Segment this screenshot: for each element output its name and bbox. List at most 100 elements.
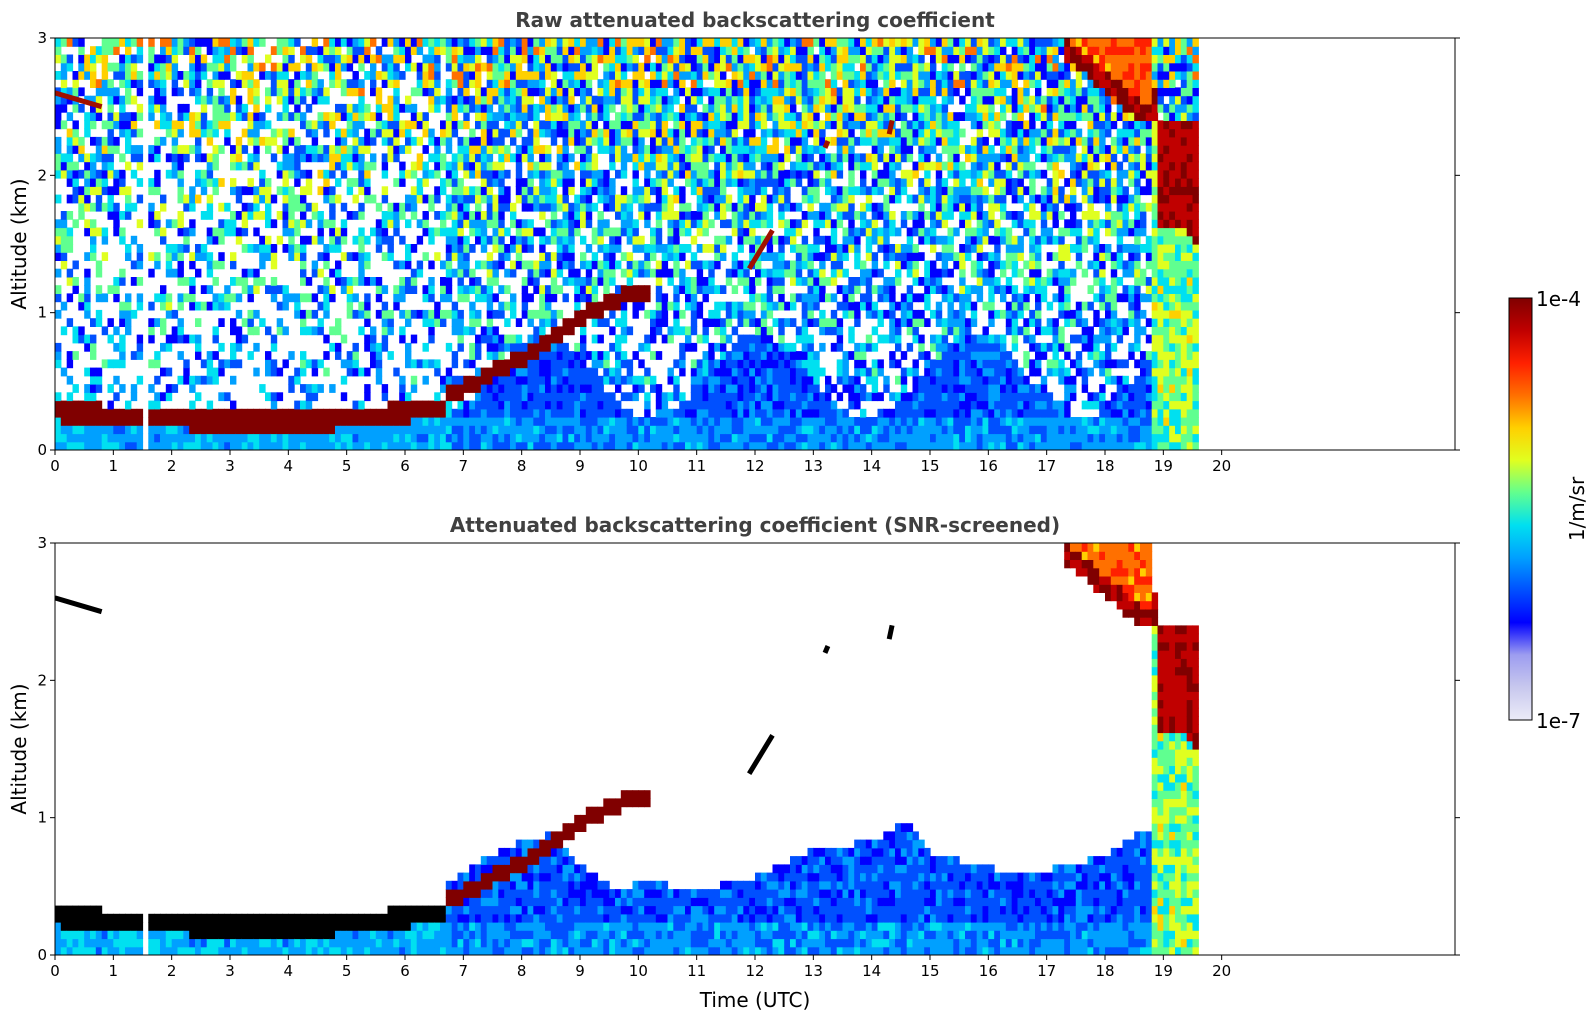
- heatmap-cell: [329, 120, 336, 130]
- heatmap-cell: [731, 112, 739, 121]
- heatmap-cell: [760, 425, 768, 435]
- heatmap-cell: [737, 367, 744, 377]
- heatmap-cell: [597, 425, 604, 435]
- heatmap-cell: [632, 301, 639, 311]
- heatmap-cell: [603, 408, 610, 418]
- heatmap-cell: [387, 219, 394, 229]
- heatmap-cell: [539, 145, 546, 154]
- heatmap-cell: [440, 417, 447, 426]
- heatmap-cell: [253, 194, 260, 204]
- heatmap-cell: [854, 95, 861, 105]
- heatmap-cell: [253, 342, 260, 352]
- heatmap-cell: [842, 211, 849, 220]
- heatmap-cell: [107, 103, 114, 113]
- heatmap-cell: [265, 351, 272, 360]
- heatmap-cell: [760, 46, 768, 55]
- heatmap-cell: [836, 285, 844, 294]
- heatmap-cell: [451, 38, 459, 47]
- heatmap-cell: [720, 351, 727, 360]
- heatmap-cell: [469, 38, 476, 47]
- heatmap-cell: [749, 285, 756, 294]
- heatmap-cell: [550, 169, 558, 179]
- heatmap-cell: [358, 260, 365, 270]
- heatmap-cell: [650, 145, 657, 154]
- heatmap-cell: [585, 367, 593, 377]
- heatmap-cell: [381, 79, 389, 88]
- heatmap-cell: [148, 145, 155, 154]
- heatmap-cell: [352, 417, 359, 426]
- heatmap-cell: [644, 260, 651, 270]
- heatmap-cell: [206, 38, 214, 47]
- heatmap-cell: [504, 87, 511, 97]
- heatmap-cell: [661, 54, 669, 64]
- heatmap-cell: [405, 433, 412, 443]
- heatmap-cell: [422, 400, 429, 410]
- heatmap-cell: [749, 62, 756, 72]
- heatmap-cell: [451, 244, 459, 253]
- heatmap-cell: [160, 46, 167, 55]
- heatmap-cell: [807, 62, 814, 72]
- heatmap-cell: [434, 417, 441, 426]
- heatmap-cell: [504, 128, 511, 138]
- heatmap-cell: [101, 417, 109, 426]
- heatmap-cell: [743, 235, 750, 245]
- heatmap-cell: [410, 87, 418, 97]
- heatmap-cell: [574, 285, 581, 294]
- heatmap-cell: [795, 145, 803, 154]
- heatmap-cell: [78, 153, 85, 163]
- heatmap-cell: [486, 62, 494, 72]
- heatmap-cell: [550, 87, 558, 97]
- heatmap-cell: [451, 227, 459, 237]
- heatmap-cell: [667, 425, 674, 435]
- heatmap-cell: [720, 87, 727, 97]
- heatmap-cell: [854, 260, 861, 270]
- heatmap-cell: [428, 285, 435, 294]
- heatmap-cell: [597, 46, 604, 55]
- heatmap-cell: [515, 153, 523, 163]
- heatmap-cell: [568, 112, 575, 121]
- heatmap-cell: [784, 87, 791, 97]
- heatmap-cell: [434, 161, 441, 171]
- heatmap-cell: [778, 392, 785, 402]
- heatmap-cell: [825, 441, 832, 450]
- heatmap-cell: [311, 145, 319, 154]
- heatmap-cell: [667, 145, 674, 154]
- heatmap-cell: [702, 62, 709, 72]
- heatmap-cell: [673, 392, 680, 402]
- heatmap-cell: [364, 392, 371, 402]
- heatmap-cell: [626, 441, 634, 450]
- heatmap-cell: [854, 309, 861, 319]
- heatmap-cell: [778, 46, 785, 55]
- heatmap-cell: [259, 62, 266, 72]
- heatmap-cell: [311, 38, 319, 47]
- heatmap-cell: [632, 128, 639, 138]
- heatmap-cell: [801, 375, 809, 385]
- heatmap-cell: [813, 120, 820, 130]
- heatmap-cell: [731, 38, 739, 47]
- heatmap-cell: [702, 375, 709, 385]
- heatmap-cell: [358, 433, 365, 443]
- heatmap-cell: [352, 252, 359, 261]
- heatmap-cell: [562, 87, 569, 97]
- heatmap-cell: [836, 112, 844, 121]
- heatmap-cell: [591, 235, 599, 245]
- heatmap-cell: [737, 79, 744, 88]
- heatmap-cell: [311, 268, 319, 278]
- heatmap-cell: [620, 153, 628, 163]
- heatmap-cell: [830, 161, 838, 171]
- heatmap-cell: [498, 38, 505, 47]
- heatmap-cell: [825, 400, 832, 410]
- heatmap-cell: [451, 433, 459, 443]
- heatmap-cell: [434, 400, 441, 410]
- heatmap-cell: [370, 277, 377, 286]
- heatmap-cell: [72, 408, 79, 418]
- heatmap-cell: [749, 202, 756, 212]
- heatmap-cell: [807, 186, 814, 196]
- heatmap-cell: [358, 79, 365, 88]
- heatmap-cell: [510, 392, 517, 402]
- heatmap-cell: [661, 260, 669, 270]
- heatmap-cell: [795, 425, 803, 435]
- heatmap-cell: [585, 169, 593, 179]
- heatmap-cell: [848, 285, 855, 294]
- heatmap-cell: [795, 441, 803, 450]
